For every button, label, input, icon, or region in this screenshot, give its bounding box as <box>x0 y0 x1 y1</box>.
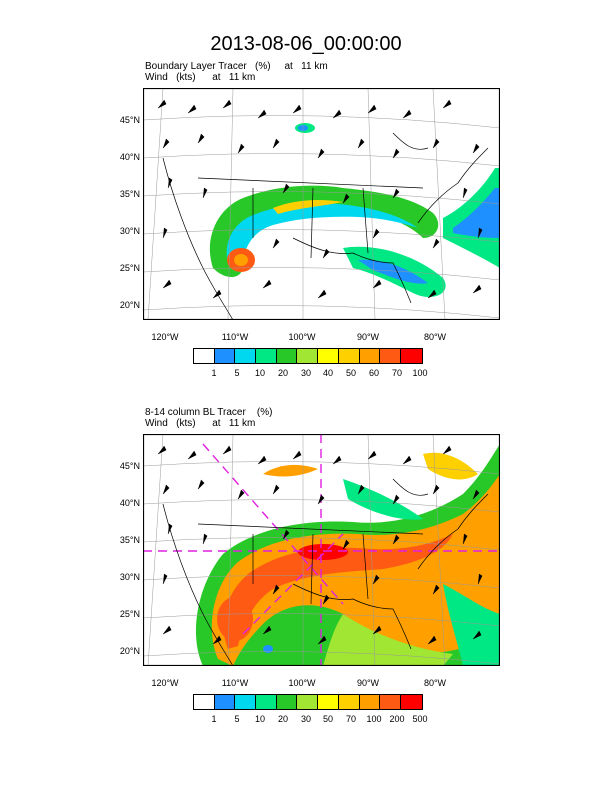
panel1-lon-tick: 90°W <box>356 332 380 342</box>
panel1-subtitle-line2: Wind (kts) at 11 km <box>145 72 256 83</box>
panel1-lon-tick: 80°W <box>423 332 447 342</box>
panel2-lat-tick: 40°N <box>119 498 140 508</box>
panel2-lat-tick: 25°N <box>119 609 140 619</box>
colorbar-swatch <box>318 695 339 709</box>
panel2-lat-tick: 35°N <box>119 535 140 545</box>
colorbar-swatch <box>338 695 360 709</box>
panel1-colorbar-label: 5 <box>234 368 240 378</box>
panel1-map <box>143 88 500 320</box>
panel2-colorbar <box>193 694 423 710</box>
colorbar-swatch <box>256 695 277 709</box>
panel2-colorbar-label: 1 <box>211 714 217 724</box>
panel2-subtitle-line1: 8-14 column BL Tracer (%) <box>145 407 273 418</box>
panel1-colorbar-label: 20 <box>277 368 288 378</box>
panel1-lat-tick: 20°N <box>119 300 140 310</box>
colorbar-swatch <box>380 349 401 363</box>
panel2-lat-tick: 30°N <box>119 572 140 582</box>
panel1-lat-tick: 35°N <box>119 189 140 199</box>
colorbar-swatch <box>359 349 381 363</box>
panel2-colorbar-label: 200 <box>389 714 405 724</box>
panel1-subtitle-line1: Boundary Layer Tracer (%) at 11 km <box>145 61 328 72</box>
panel1-lat-tick: 40°N <box>119 152 140 162</box>
page-title: 2013-08-06_00:00:00 <box>210 33 402 55</box>
panel1-lon-tick: 120°W <box>151 332 179 342</box>
colorbar-swatch <box>214 349 236 363</box>
panel2-lon-tick: 100°W <box>288 678 316 688</box>
colorbar-swatch <box>235 695 257 709</box>
colorbar-swatch <box>359 695 381 709</box>
colorbar-swatch <box>338 349 360 363</box>
panel2-colorbar-label: 100 <box>366 714 382 724</box>
panel1-colorbar <box>193 348 423 364</box>
colorbar-swatch <box>380 695 401 709</box>
panel2-colorbar-label: 500 <box>412 714 428 724</box>
panel2-lat-tick: 20°N <box>119 646 140 656</box>
panel2-frame <box>143 434 500 666</box>
panel2-colorbar-label: 30 <box>300 714 311 724</box>
panel2-map <box>143 434 500 666</box>
panel1-colorbar-label: 60 <box>368 368 379 378</box>
panel2-lon-tick: 90°W <box>356 678 380 688</box>
panel2-subtitle-line2: Wind (kts) at 11 km <box>145 418 256 429</box>
panel1-coastlines <box>162 132 489 320</box>
panel1-lat-tick: 45°N <box>119 115 140 125</box>
panel1-lon-tick: 110°W <box>221 332 249 342</box>
panel1-colorbar-label: 30 <box>300 368 311 378</box>
colorbar-swatch <box>194 349 215 363</box>
colorbar-swatch <box>276 695 298 709</box>
colorbar-swatch <box>276 349 298 363</box>
panel1-map-svg <box>143 88 500 320</box>
panel1-lat-tick: 30°N <box>119 226 140 236</box>
colorbar-swatch <box>297 349 319 363</box>
panel2-overlay-box <box>143 434 500 666</box>
colorbar-swatch <box>256 349 277 363</box>
panel1-colorbar-label: 50 <box>345 368 356 378</box>
panel2-colorbar-label: 20 <box>277 714 288 724</box>
panel2-lon-tick: 120°W <box>151 678 179 688</box>
colorbar-swatch <box>214 695 236 709</box>
panel2-wind-barbs <box>157 445 483 645</box>
colorbar-swatch <box>318 349 339 363</box>
colorbar-swatch <box>400 349 422 363</box>
panel1-tracer-field <box>209 123 500 298</box>
panel2-lat-tick: 45°N <box>119 461 140 471</box>
panel1-lat-tick: 25°N <box>119 263 140 273</box>
colorbar-swatch <box>400 695 422 709</box>
colorbar-swatch <box>235 349 257 363</box>
panel2-colorbar-label: 70 <box>345 714 356 724</box>
panel1-frame <box>143 88 500 320</box>
panel1-colorbar-label: 40 <box>322 368 333 378</box>
colorbar-swatch <box>297 695 319 709</box>
panel2-colorbar-label: 5 <box>234 714 240 724</box>
panel2-lon-tick: 110°W <box>221 678 249 688</box>
panel1-wind-barbs <box>157 99 483 299</box>
panel2-colorbar-label: 10 <box>254 714 265 724</box>
panel2-colorbar-label: 50 <box>322 714 333 724</box>
colorbar-swatch <box>194 695 215 709</box>
panel1-lon-tick: 100°W <box>288 332 316 342</box>
panel2-lon-tick: 80°W <box>423 678 447 688</box>
panel1-colorbar-label: 1 <box>211 368 217 378</box>
panel1-colorbar-label: 100 <box>412 368 428 378</box>
panel2-coastlines <box>162 478 489 666</box>
panel2-map-svg <box>143 434 500 666</box>
panel1-colorbar-label: 10 <box>254 368 265 378</box>
panel1-colorbar-label: 70 <box>391 368 402 378</box>
